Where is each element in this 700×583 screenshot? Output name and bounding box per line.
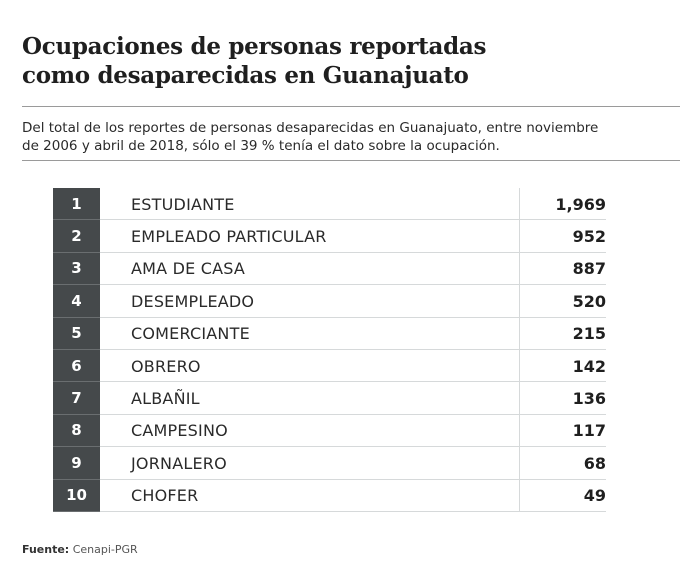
table-row: 2 EMPLEADO PARTICULAR 952 (53, 220, 606, 254)
table-row: 8 CAMPESINO 117 (53, 414, 606, 448)
source-label: Fuente: (22, 543, 70, 556)
table-row: 3 AMA DE CASA 887 (53, 252, 606, 286)
count-cell: 520 (519, 285, 606, 318)
source-note: Fuente: Cenapi-PGR (22, 543, 138, 556)
count-cell: 1,969 (519, 188, 606, 221)
rank-cell: 7 (53, 382, 100, 415)
table-row: 4 DESEMPLEADO 520 (53, 285, 606, 318)
occupation-cell: OBRERO (131, 356, 201, 376)
occupation-cell: COMERCIANTE (131, 324, 250, 344)
title-line-1: Ocupaciones de personas reportadas (22, 33, 487, 60)
count-cell: 117 (519, 414, 606, 448)
table-row: 10 CHOFER 49 (53, 479, 606, 513)
source-value: Cenapi-PGR (72, 543, 138, 556)
count-cell: 952 (519, 220, 606, 253)
table-row: 6 OBRERO 142 (53, 349, 606, 383)
subtitle-line-2: de 2006 y abril de 2018, sólo el 39 % te… (22, 138, 500, 154)
occupation-cell: JORNALERO (131, 453, 227, 473)
table-row: 1 ESTUDIANTE 1,969 (53, 188, 606, 221)
rank-cell: 8 (53, 414, 100, 448)
count-cell: 215 (519, 317, 606, 350)
page-title: Ocupaciones de personas reportadas como … (22, 32, 682, 90)
title-line-2: como desaparecidas en Guanajuato (22, 62, 469, 89)
count-cell: 887 (519, 252, 606, 286)
table-row: 7 ALBAÑIL 136 (53, 382, 606, 416)
count-cell: 68 (519, 447, 606, 480)
rank-cell: 4 (53, 285, 100, 318)
rank-cell: 2 (53, 220, 100, 253)
occupation-cell: AMA DE CASA (131, 259, 246, 279)
rank-cell: 1 (53, 188, 100, 221)
subtitle: Del total de los reportes de personas de… (22, 119, 682, 155)
table-row: 9 JORNALERO 68 (53, 447, 606, 480)
rank-cell: 9 (53, 447, 100, 480)
occupation-cell: CHOFER (131, 486, 199, 506)
occupation-cell: ALBAÑIL (131, 389, 200, 409)
occupation-cell: CAMPESINO (131, 421, 228, 441)
occupation-cell: EMPLEADO PARTICULAR (131, 227, 327, 247)
occupation-cell: DESEMPLEADO (131, 291, 255, 311)
rank-cell: 6 (53, 349, 100, 383)
count-cell: 136 (519, 382, 606, 415)
top-divider (22, 106, 680, 107)
count-cell: 49 (519, 479, 606, 512)
subtitle-line-1: Del total de los reportes de personas de… (22, 120, 599, 136)
count-cell: 142 (519, 349, 606, 383)
subtitle-divider (22, 160, 680, 161)
rank-cell: 5 (53, 317, 100, 350)
rank-cell: 3 (53, 252, 100, 286)
rank-cell: 10 (53, 479, 100, 512)
occupation-cell: ESTUDIANTE (131, 194, 235, 214)
occupations-table: 1 ESTUDIANTE 1,969 2 EMPLEADO PARTICULAR 952 3… (53, 188, 606, 513)
table-row: 5 COMERCIANTE 215 (53, 317, 606, 351)
